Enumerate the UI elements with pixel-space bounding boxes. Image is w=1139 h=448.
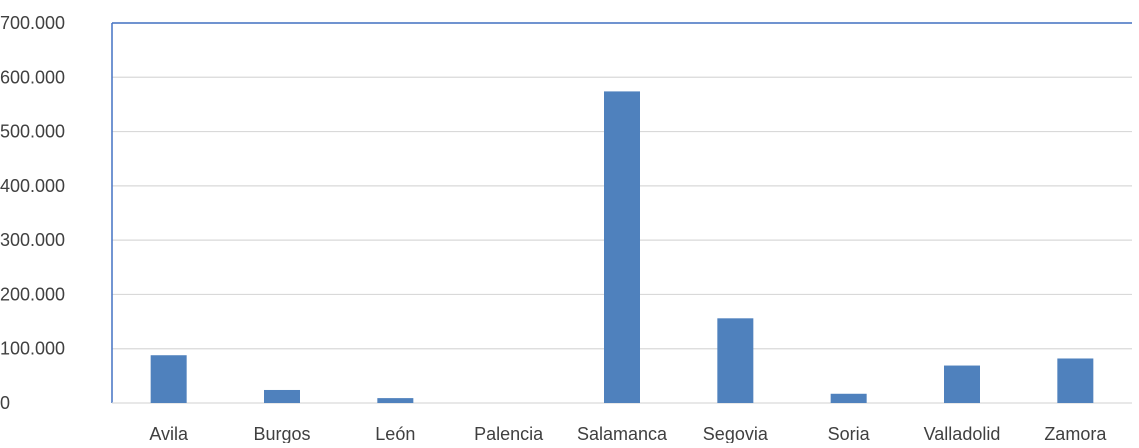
x-tick-label: Burgos [253,424,310,443]
x-tick-label: Avila [149,424,189,443]
x-tick-label: Soria [828,424,871,443]
y-axis-tick-labels: 0 100.000 200.000 300.000 400.000 500.000 600.… [0,13,65,413]
x-tick-label: Salamanca [577,424,668,443]
bar [830,393,867,403]
y-tick-label: 500.000 [0,122,65,142]
x-tick-label: Segovia [703,424,769,443]
bar [944,365,980,403]
bar [1057,358,1094,403]
y-tick-label: 200.000 [0,284,65,304]
bars [150,91,1094,404]
x-tick-label: Palencia [474,424,544,443]
y-tick-label: 400.000 [0,176,65,196]
x-tick-label: León [375,424,415,443]
bar [717,318,754,403]
bar [150,355,187,403]
y-tick-label: 0 [0,393,10,413]
bar [604,91,640,404]
x-tick-label: Valladolid [924,424,1001,443]
x-tick-label: Zamora [1044,424,1107,443]
x-axis-tick-labels: Avila Burgos León Palencia Salamanca Segovia S… [149,424,1107,444]
y-tick-label: 700.000 [0,13,65,33]
y-tick-label: 300.000 [0,230,65,250]
y-tick-label: 600.000 [0,67,65,87]
bar [264,389,300,403]
bar [377,398,414,403]
y-tick-label: 100.000 [0,339,65,359]
